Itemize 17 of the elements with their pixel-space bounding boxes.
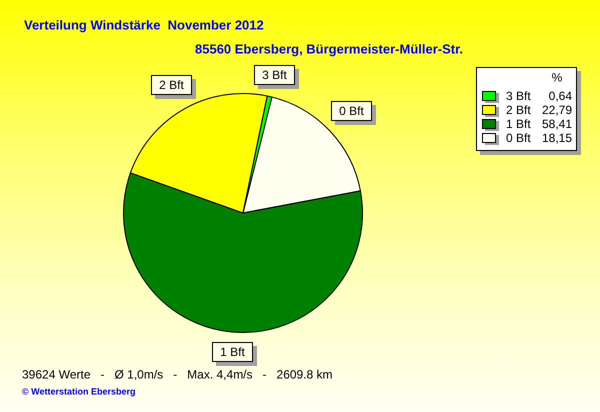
legend-title: % bbox=[552, 70, 563, 84]
data-label: 22,79 bbox=[542, 102, 572, 117]
chart-title: Verteilung Windstärke November 2012 bbox=[24, 18, 264, 33]
data-label: 0,64 bbox=[548, 88, 572, 103]
text: 39624 Werte - Ø 1,0m/s - Max. 4,4m/s - 2609.8 km bbox=[22, 367, 333, 382]
slice-label: 2 Bft bbox=[159, 78, 184, 92]
data-label: 58,41 bbox=[542, 116, 572, 131]
slice-label: 1 Bft bbox=[220, 344, 246, 359]
legend-label: 1 Bft bbox=[506, 116, 532, 131]
slice-label: 3 Bft bbox=[262, 68, 288, 82]
legend-label: 2 Bft bbox=[506, 102, 532, 117]
legend-label: 0 Bft bbox=[506, 130, 532, 145]
slice-label: 0 Bft bbox=[339, 104, 364, 118]
chart-subtitle: 85560 Ebersberg, Bürgermeister-Müller-Str. bbox=[195, 42, 464, 57]
text: © Wetterstation Ebersberg bbox=[22, 386, 136, 396]
legend-label: 3 Bft bbox=[506, 88, 532, 103]
data-label: 18,15 bbox=[542, 130, 572, 145]
